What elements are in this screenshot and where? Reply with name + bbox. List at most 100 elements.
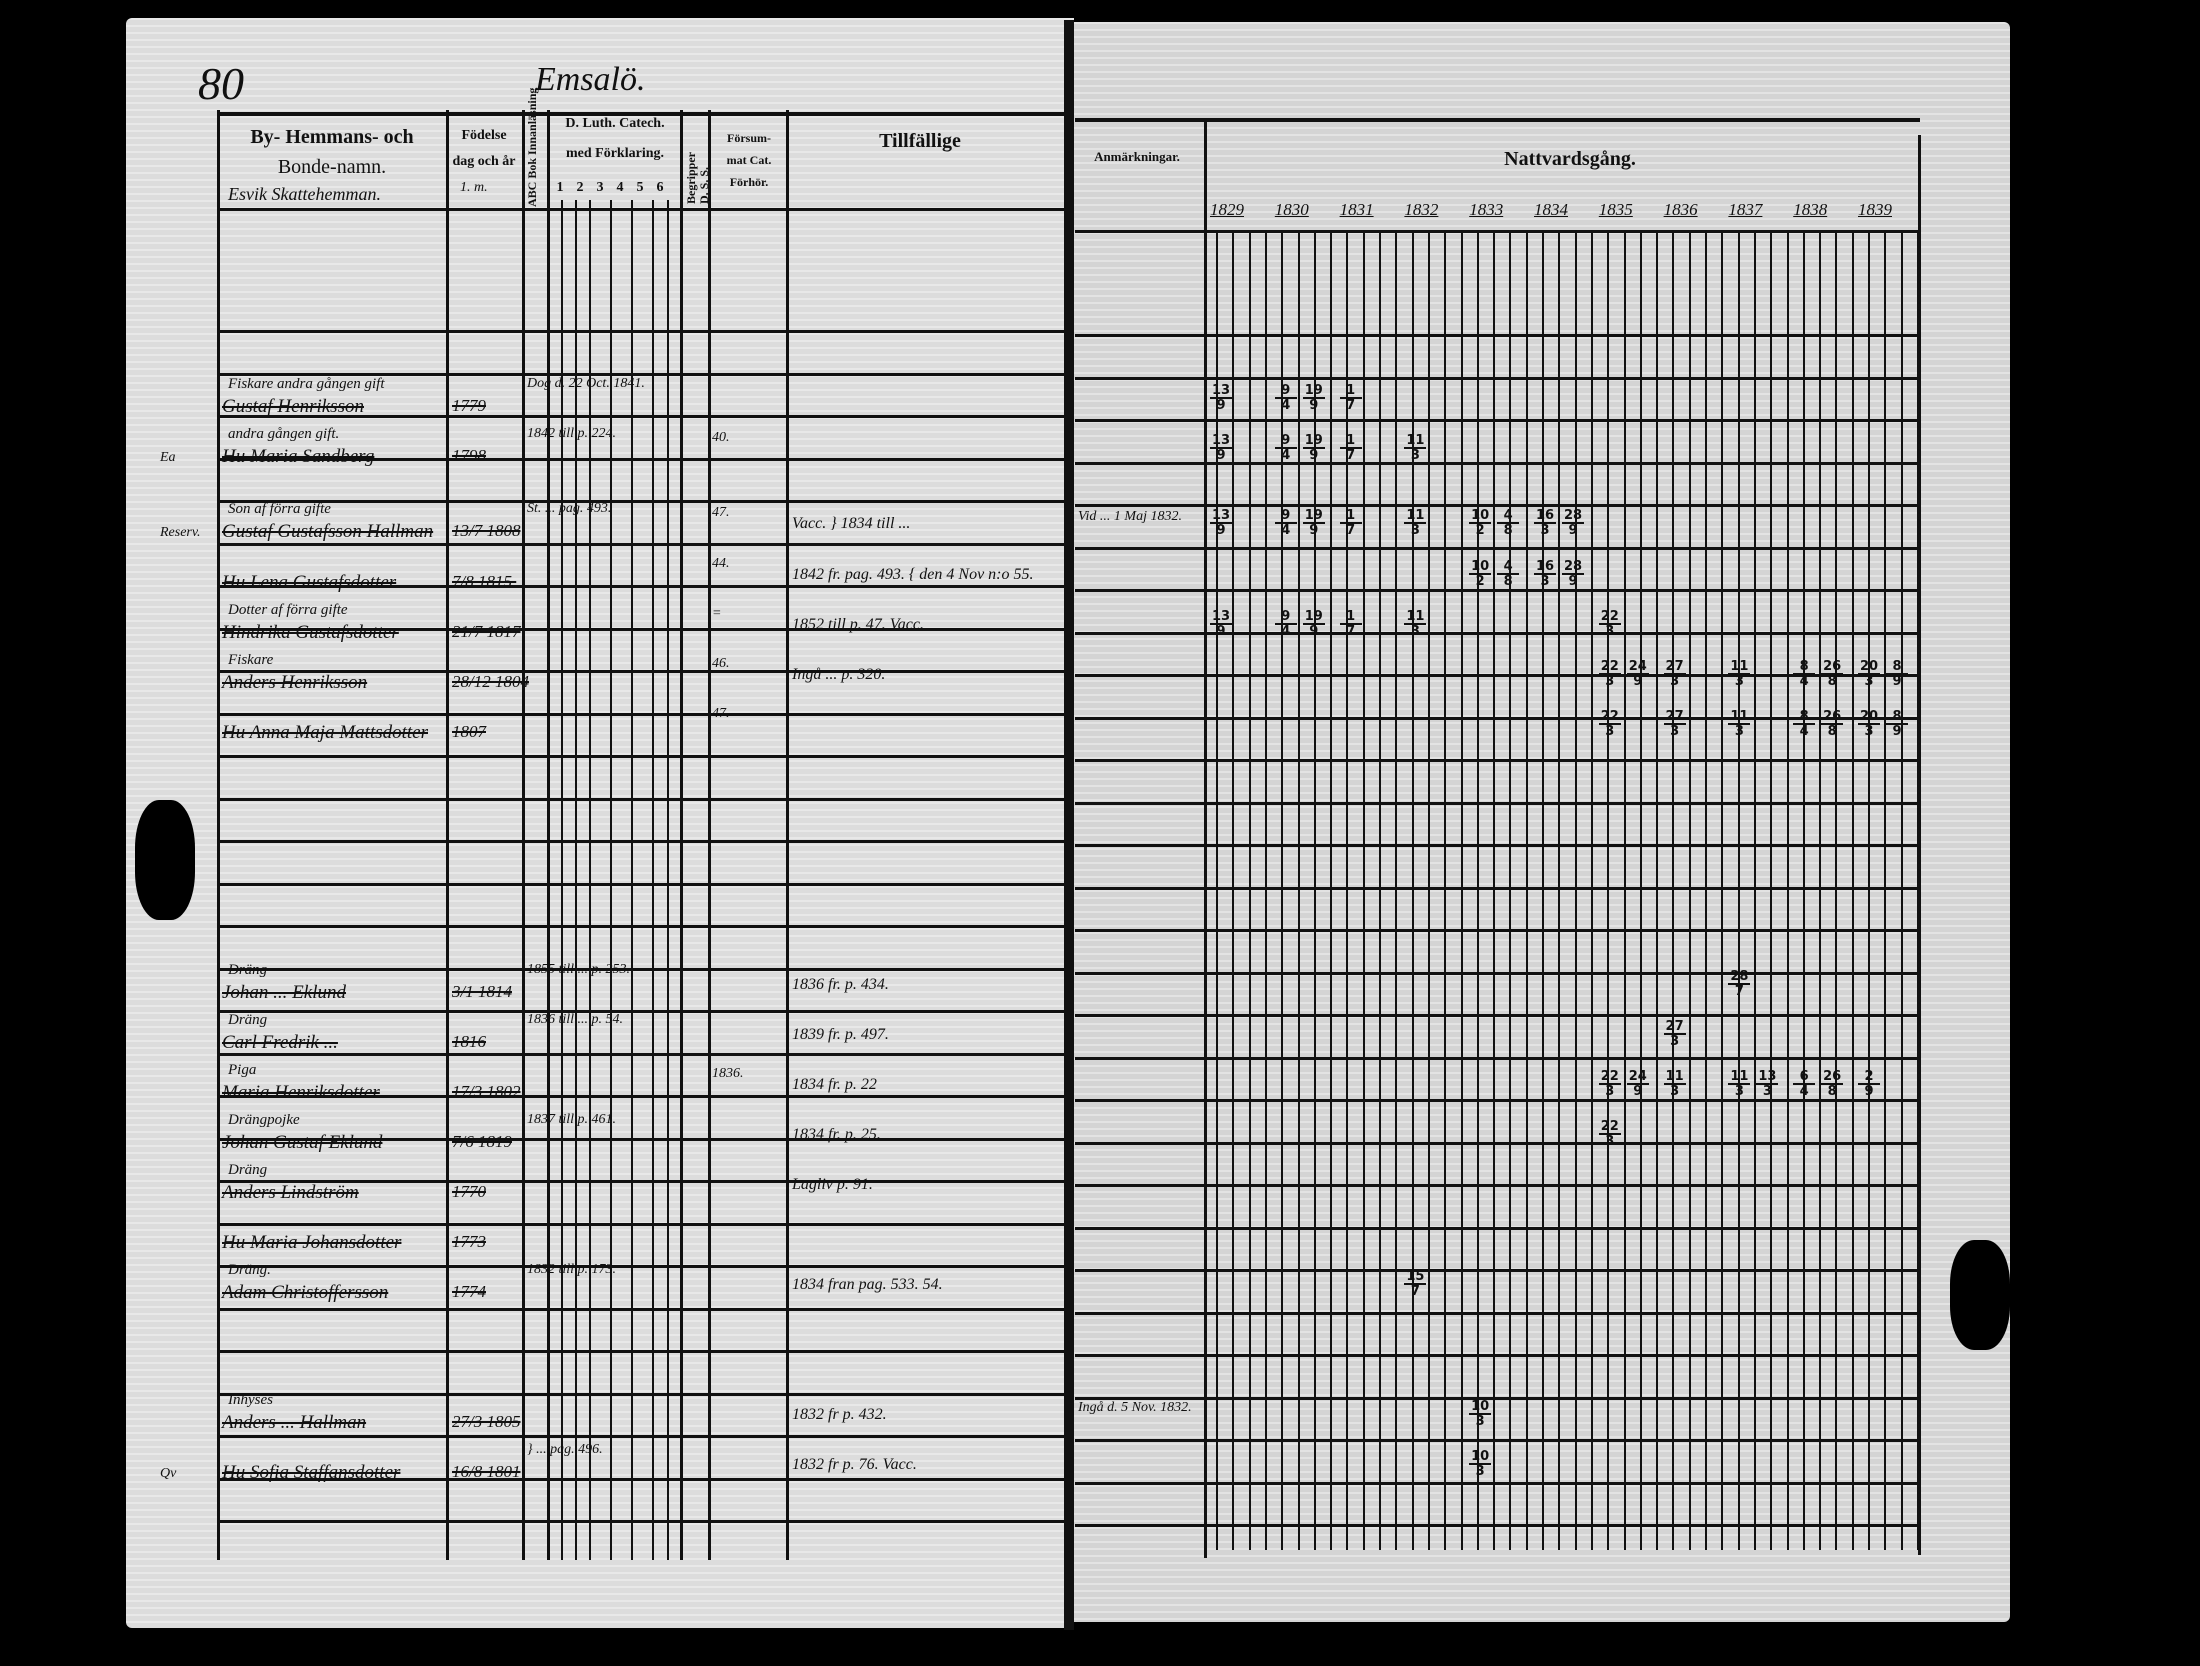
communion-day: 8 (1886, 710, 1908, 725)
header-communion: Nattvardsgång. (1504, 148, 1636, 170)
entry-name: Hu Anna Maja Mattsdotter (222, 722, 429, 743)
communion-month: 4 (1799, 724, 1809, 739)
entry-catechism-note: 1837 till p. 461. (527, 1112, 617, 1127)
year-header: 1832 (1404, 200, 1439, 219)
communion-day: 11 (1404, 508, 1427, 524)
row-rule (217, 542, 1067, 546)
row-rule (217, 372, 1067, 376)
communion-month: 9 (1216, 448, 1226, 463)
communion-mark: 13 9 (1210, 509, 1232, 537)
entry-name: Johan ... Eklund (222, 982, 347, 1003)
communion-day: 22 (1598, 609, 1621, 625)
column-rule (1264, 230, 1267, 1550)
communion-mark: 22 3 (1598, 1070, 1621, 1098)
column-rule (547, 110, 550, 1560)
communion-mark: 11 3 (1728, 1070, 1751, 1098)
header-occasional: Tillfällige (879, 130, 961, 152)
entry-name: Gustaf Gustafsson Hallman (222, 521, 434, 542)
column-rule (575, 200, 577, 1560)
column-rule (1835, 230, 1838, 1550)
entry-number: 1836. (712, 1066, 744, 1081)
communion-day: 19 (1302, 433, 1325, 449)
communion-month: 8 (1827, 674, 1837, 689)
communion-month: 8 (1503, 574, 1513, 589)
year-header: 1837 (1728, 200, 1763, 219)
column-rule (610, 200, 612, 1560)
header-name-line1: By- Hemmans- och (250, 126, 414, 148)
communion-month: 3 (1670, 724, 1680, 739)
entry-title: Dräng (228, 962, 268, 978)
entry-title: Son af förra gifte (228, 501, 331, 517)
entry-name: Anders Henriksson (222, 672, 368, 693)
communion-day: 1 (1339, 434, 1362, 449)
entry-moved: 1842 fr. pag. 493. { den 4 Nov n:o 55. (792, 566, 1034, 583)
communion-mark: 22 3 (1598, 710, 1621, 738)
entry-birth: 1807 (452, 722, 486, 741)
entry-moved: 1834 fr. p. 25. (792, 1126, 881, 1143)
communion-mark: 16 3 (1534, 560, 1556, 588)
entry-birth: 13/7 1808 (452, 521, 521, 540)
communion-month: 4 (1799, 674, 1809, 689)
row-rule (1075, 461, 1920, 465)
communion-mark: 19 9 (1302, 508, 1325, 537)
column-rule (1721, 230, 1724, 1550)
column-rule (1753, 230, 1756, 1550)
column-rule (217, 110, 220, 1560)
communion-month: 3 (1864, 724, 1874, 739)
row-rule (217, 1392, 1067, 1396)
entry-number: 44. (712, 556, 730, 571)
communion-mark: 10 3 (1469, 1400, 1492, 1428)
communion-month: 3 (1410, 624, 1420, 639)
communion-month: 3 (1540, 523, 1550, 538)
row-rule (217, 1180, 1067, 1183)
column-rule (1786, 230, 1789, 1550)
entry-birth: 1773 (452, 1232, 486, 1251)
entry-birth: 7/8 1815. (452, 572, 517, 591)
communion-day: 15 (1404, 1269, 1427, 1285)
row-rule (217, 1435, 1067, 1438)
column-rule (1656, 230, 1659, 1550)
communion-day: 28 (1562, 559, 1584, 575)
left-page (126, 18, 1074, 1628)
column-rule (1444, 230, 1447, 1550)
row-rule (217, 330, 1067, 333)
communion-month: 7 (1346, 624, 1356, 639)
communion-mark: 24 9 (1626, 660, 1649, 688)
communion-month: 3 (1670, 674, 1680, 689)
communion-month: 2 (1475, 574, 1485, 589)
entry-number: 47. (712, 706, 730, 721)
communion-day: 19 (1302, 508, 1325, 524)
year-header: 1833 (1469, 200, 1504, 219)
entry-remarks: Vid ... 1 Maj 1832. (1078, 509, 1182, 524)
row-rule (217, 1137, 1067, 1141)
row-rule (217, 1222, 1067, 1226)
entry-birth: 1798 (452, 446, 486, 465)
catechism-number: 6 (656, 180, 664, 195)
communion-day: 1 (1339, 384, 1362, 399)
communion-day: 26 (1821, 709, 1844, 725)
margin-note: Reserv. (160, 525, 201, 540)
communion-day: 10 (1469, 1449, 1492, 1465)
entry-moved: 1834 fr. p. 22 (792, 1076, 877, 1093)
entry-catechism-note: Dog d. 22 Oct. 1841. (527, 376, 645, 391)
communion-day: 22 (1598, 659, 1621, 675)
communion-mark: 11 3 (1728, 710, 1751, 738)
page-edge-shadow (1950, 1240, 2010, 1350)
communion-day: 11 (1728, 659, 1751, 675)
entry-moved: Vacc. } 1834 till ... (792, 515, 911, 532)
communion-month: 4 (1799, 1084, 1809, 1099)
column-rule (1623, 230, 1626, 1550)
column-rule (1802, 230, 1805, 1550)
communion-day: 27 (1663, 1019, 1686, 1035)
column-rule (1819, 230, 1822, 1550)
column-rule (652, 200, 654, 1560)
communion-mark: 28 9 (1562, 509, 1584, 537)
entry-birth: 3/1 1814 (452, 982, 512, 1001)
column-rule (561, 200, 563, 1560)
communion-month: 4 (1281, 523, 1291, 538)
communion-day: 26 (1821, 659, 1844, 675)
